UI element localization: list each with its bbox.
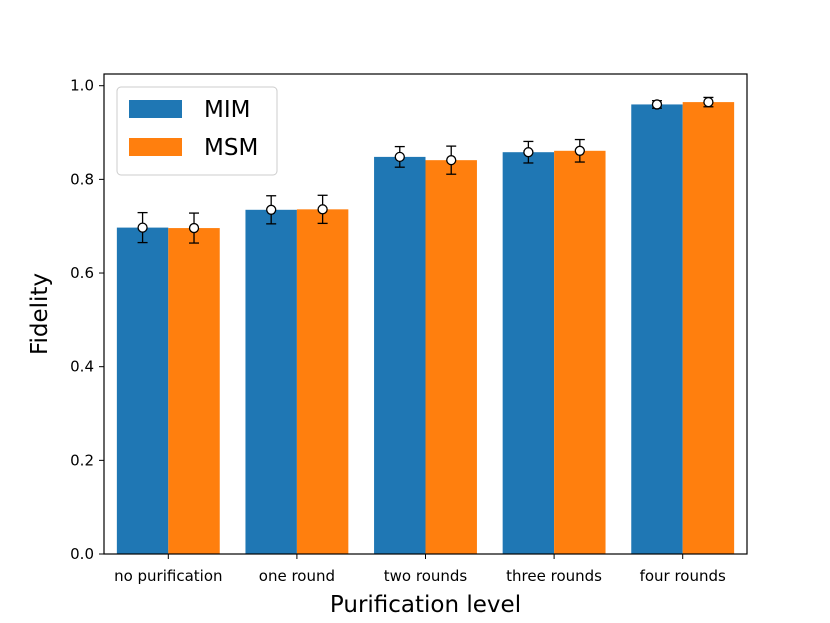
errorbar-msm-1 [317, 194, 328, 225]
y-axis-label: Fidelity [27, 273, 53, 355]
marker-msm-0 [188, 222, 200, 234]
bar-mim-2 [374, 156, 426, 554]
errorbar-mim-0 [137, 211, 148, 244]
y-tick-label: 0.6 [70, 264, 94, 282]
errorbar-msm-3 [574, 138, 585, 163]
y-tick-label: 0.4 [70, 358, 94, 376]
x-tick-label: three rounds [506, 567, 602, 585]
legend-swatch-mim [129, 100, 182, 118]
x-tick-label: one round [259, 567, 335, 585]
legend-swatch-msm [129, 138, 182, 156]
bar-mim-3 [502, 152, 555, 554]
errorbar-mim-3 [523, 140, 534, 164]
x-ticks: no purification one round two rounds three … [114, 554, 726, 585]
legend-label-mim: MIM [204, 97, 250, 123]
y-tick-label: 1.0 [70, 77, 94, 95]
errorbar-msm-0 [188, 212, 200, 244]
x-axis-label: Purification level [330, 592, 521, 618]
errorbar-mim-2 [394, 145, 405, 168]
marker-msm-3 [574, 145, 585, 156]
x-tick-label: two rounds [384, 567, 468, 585]
marker-mim-2 [394, 151, 405, 163]
bar-mim-0 [116, 227, 169, 554]
y-tick-label: 0.8 [70, 170, 94, 188]
marker-msm-2 [446, 155, 457, 166]
bars [116, 102, 735, 555]
x-tick-label: no purification [114, 567, 222, 585]
y-ticks: 0.0 0.2 0.4 0.6 0.8 1.0 [70, 77, 104, 563]
y-tick-label: 0.0 [70, 545, 94, 563]
x-tick-label: four rounds [640, 567, 726, 585]
errorbar-msm-2 [446, 145, 457, 175]
errorbar-mim-4 [651, 99, 663, 110]
error-bars [137, 96, 714, 244]
marker-msm-4 [703, 96, 714, 108]
bar-msm-1 [296, 209, 349, 554]
legend-label-msm: MSM [204, 135, 258, 161]
bar-mim-4 [631, 104, 683, 554]
marker-mim-0 [137, 222, 148, 233]
errorbar-mim-1 [266, 195, 277, 225]
marker-mim-3 [523, 147, 534, 158]
legend: MIM MSM [116, 86, 278, 176]
bar-mim-1 [245, 209, 297, 555]
marker-mim-4 [651, 99, 663, 110]
marker-mim-1 [266, 204, 277, 215]
marker-msm-1 [317, 204, 328, 215]
bar-msm-4 [682, 102, 735, 554]
y-tick-label: 0.2 [70, 451, 94, 469]
bar-msm-2 [425, 160, 477, 555]
bar-msm-3 [554, 150, 606, 555]
bar-msm-0 [168, 228, 220, 554]
errorbar-msm-4 [703, 96, 714, 108]
